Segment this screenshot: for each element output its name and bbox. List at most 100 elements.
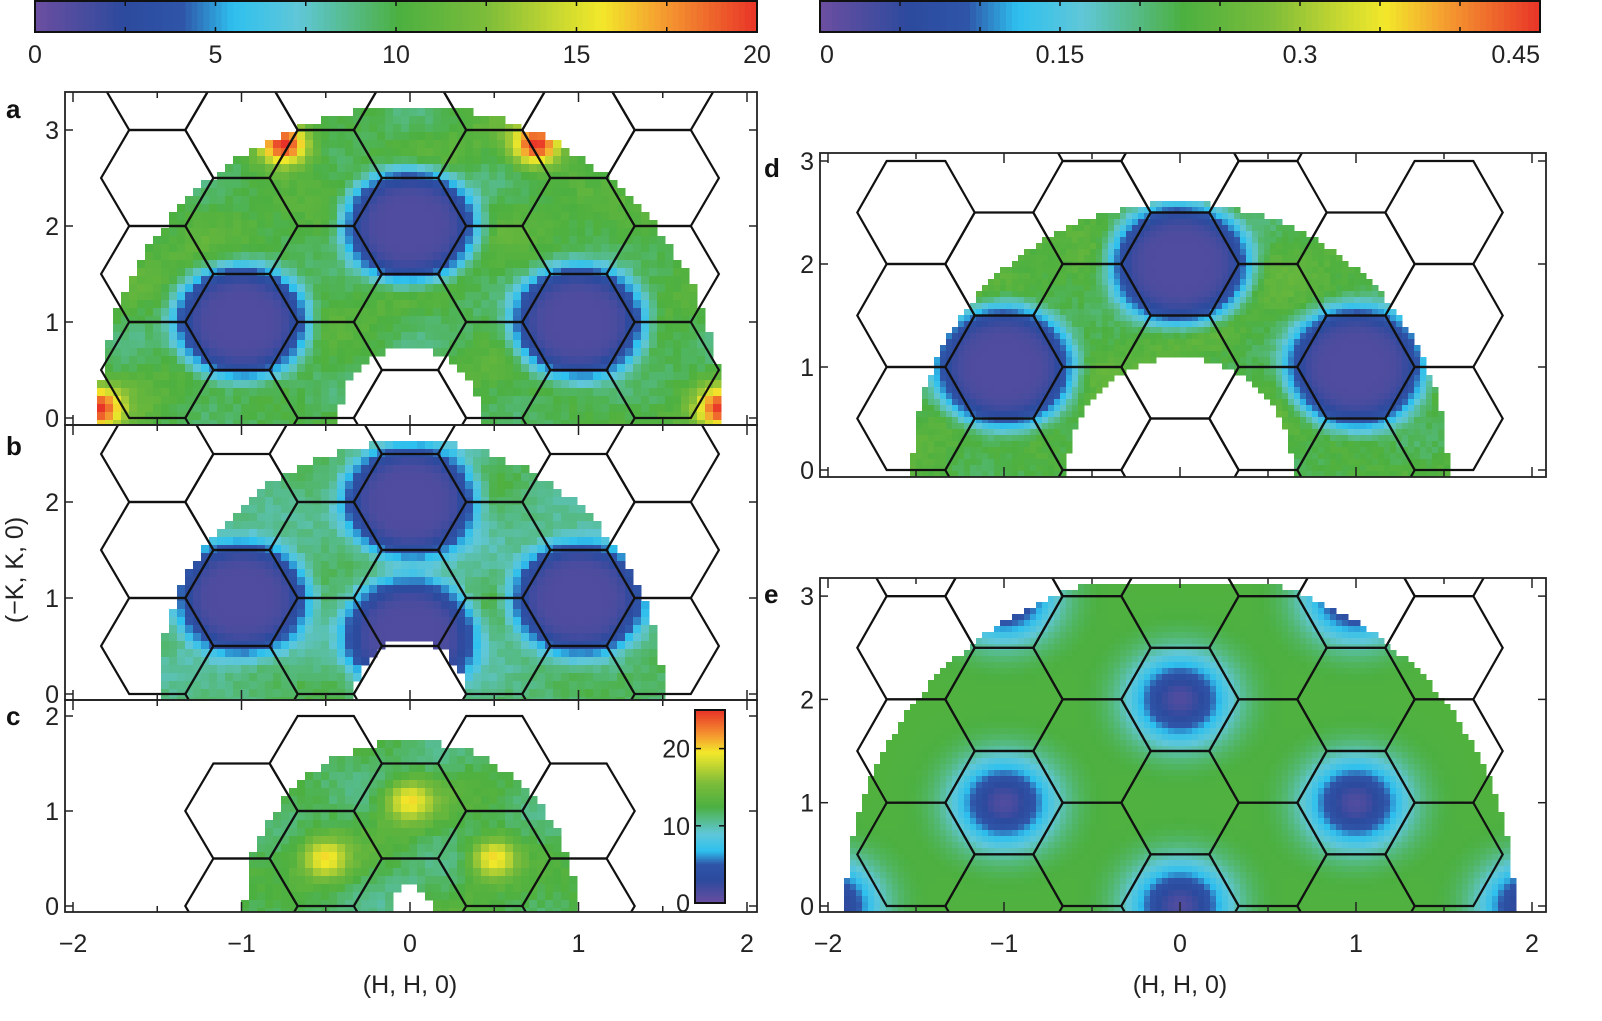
colorbar-segment: [952, 1, 959, 32]
heatmap-cell: [601, 625, 610, 634]
heatmap-cell: [409, 196, 418, 205]
heatmap-cell: [289, 140, 298, 149]
heatmap-cell: [473, 300, 482, 309]
heatmap-cell: [537, 172, 546, 181]
heatmap-cell: [209, 348, 218, 357]
heatmap-cell: [361, 196, 370, 205]
heatmap-cell: [625, 236, 634, 245]
heatmap-cell: [305, 489, 314, 498]
heatmap-cell: [433, 148, 442, 157]
heatmap-cell: [497, 561, 506, 570]
heatmap-cell: [321, 396, 330, 405]
heatmap-cell: [265, 497, 274, 506]
heatmap-cell: [617, 553, 626, 562]
heatmap-cell: [553, 172, 562, 181]
heatmap-cell: [481, 132, 490, 141]
heatmap-cell: [297, 465, 306, 474]
heatmap-cell: [441, 537, 450, 546]
heatmap-cell: [297, 180, 306, 189]
heatmap-cell: [345, 489, 354, 498]
colorbar-segment: [1378, 1, 1385, 32]
heatmap-cell: [641, 324, 650, 333]
heatmap-cell: [505, 505, 514, 514]
heatmap-cell: [633, 412, 642, 421]
colorbar-segment: [988, 1, 995, 32]
heatmap-cell: [545, 673, 554, 682]
heatmap-cell: [401, 820, 410, 829]
heatmap-cell: [145, 356, 154, 365]
heatmap-cell: [449, 884, 458, 893]
heatmap-cell: [433, 908, 442, 912]
heatmap-cell: [329, 116, 338, 125]
heatmap-cell: [489, 284, 498, 293]
heatmap-cell: [297, 641, 306, 650]
heatmap-cell: [297, 340, 306, 349]
heatmap-cell: [489, 276, 498, 285]
heatmap-cell: [305, 609, 314, 618]
heatmap-cell: [441, 513, 450, 522]
heatmap-cell: [705, 340, 714, 349]
heatmap-cell: [473, 876, 482, 885]
heatmap-cell: [689, 300, 698, 309]
heatmap-cell: [177, 380, 186, 389]
heatmap-cell: [489, 780, 498, 789]
heatmap-cell: [417, 780, 426, 789]
heatmap-cell: [185, 388, 194, 397]
heatmap-cell: [353, 521, 362, 530]
heatmap-cell: [537, 585, 546, 594]
heatmap-cell: [161, 300, 170, 309]
heatmap-cell: [457, 284, 466, 293]
heatmap-cell: [449, 748, 458, 757]
heatmap-cell: [673, 260, 682, 269]
heatmap-cell: [201, 633, 210, 642]
heatmap-cell: [401, 852, 410, 861]
heatmap-cell: [441, 617, 450, 626]
heatmap-cell: [137, 388, 146, 397]
heatmap-cell: [289, 244, 298, 253]
heatmap-cell: [529, 388, 538, 397]
heatmap-cell: [425, 180, 434, 189]
colorbar-segment: [898, 1, 905, 32]
heatmap-cell: [529, 404, 538, 413]
heatmap-cell: [241, 204, 250, 213]
heatmap-cell: [305, 156, 314, 165]
heatmap-cell: [313, 665, 322, 674]
heatmap-cell: [273, 537, 282, 546]
heatmap-cell: [217, 601, 226, 610]
heatmap-cell: [641, 228, 650, 237]
heatmap-cell: [641, 212, 650, 221]
heatmap-cell: [385, 473, 394, 482]
heatmap-cell: [537, 649, 546, 658]
heatmap-cell: [289, 497, 298, 506]
heatmap-cell: [337, 276, 346, 285]
heatmap-cell: [337, 649, 346, 658]
heatmap-cell: [305, 828, 314, 837]
heatmap-cell: [537, 292, 546, 301]
heatmap-cell: [625, 228, 634, 237]
heatmap-cell: [593, 284, 602, 293]
colorbar-segment: [624, 1, 632, 32]
heatmap-cell: [577, 340, 586, 349]
heatmap-cell: [345, 300, 354, 309]
heatmap-cell: [521, 244, 530, 253]
heatmap-cell: [377, 236, 386, 245]
heatmap-cell: [257, 860, 266, 869]
heatmap-cell: [513, 284, 522, 293]
heatmap-cell: [473, 772, 482, 781]
heatmap-cell: [433, 332, 442, 341]
heatmap-cell: [505, 537, 514, 546]
heatmap-cell: [337, 537, 346, 546]
heatmap-cell: [321, 148, 330, 157]
heatmap-cell: [513, 300, 522, 309]
heatmap-cell: [529, 844, 538, 853]
heatmap-cell: [217, 420, 226, 425]
heatmap-cell: [545, 164, 554, 173]
heatmap-cell: [417, 252, 426, 261]
heatmap-cell: [345, 868, 354, 877]
heatmap-cell: [409, 553, 418, 562]
heatmap-cell: [233, 188, 242, 197]
heatmap-cell: [585, 553, 594, 562]
heatmap-cell: [417, 852, 426, 861]
heatmap-cell: [169, 260, 178, 269]
heatmap-cell: [169, 633, 178, 642]
